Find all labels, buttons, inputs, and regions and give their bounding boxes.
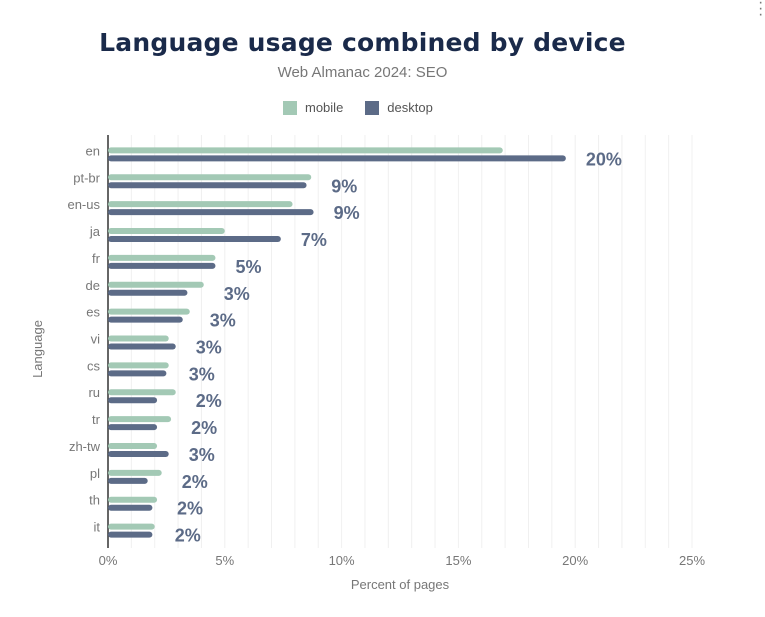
x-tick-label: 15% [445, 553, 471, 568]
category-label: cs [87, 358, 101, 373]
bar-desktop [108, 424, 158, 431]
legend-swatch-desktop [365, 100, 380, 115]
data-label: 9% [331, 176, 357, 196]
bar-mobile [108, 281, 204, 288]
bar-mobile [108, 228, 225, 235]
bar-mobile [108, 416, 172, 423]
bar-desktop [108, 504, 153, 511]
category-label: fr [92, 251, 101, 266]
category-label: tr [92, 412, 101, 427]
x-tick-label: 5% [215, 553, 234, 568]
bar-mobile [108, 335, 169, 342]
data-label: 3% [189, 364, 215, 384]
x-tick-label: 10% [329, 553, 355, 568]
category-label: zh-tw [69, 439, 101, 454]
bar-mobile [108, 308, 190, 315]
data-label: 3% [196, 338, 222, 358]
category-label: pt-br [73, 170, 100, 185]
bar-desktop [108, 397, 158, 404]
data-label: 20% [586, 149, 622, 169]
legend-item-desktop[interactable]: desktop [365, 100, 433, 115]
data-label: 2% [191, 418, 217, 438]
category-label: it [94, 520, 101, 535]
data-label: 5% [235, 257, 261, 277]
category-label: ja [89, 224, 101, 239]
bar-mobile [108, 389, 176, 396]
data-label: 2% [196, 391, 222, 411]
data-label: 3% [210, 311, 236, 331]
bar-mobile [108, 201, 293, 208]
category-label: en-us [67, 197, 100, 212]
bar-desktop [108, 450, 169, 457]
bar-mobile [108, 174, 312, 181]
bar-mobile [108, 469, 162, 476]
kebab-menu-icon[interactable]: · · · [758, 0, 764, 23]
bar-desktop [108, 531, 153, 538]
chart-title: Language usage combined by device [99, 28, 626, 57]
bar-mobile [108, 496, 158, 503]
x-axis-label: Percent of pages [351, 577, 450, 592]
data-label: 2% [175, 526, 201, 546]
legend-item-mobile[interactable]: mobile [283, 100, 343, 115]
category-label: es [86, 305, 100, 320]
category-label: pl [90, 466, 100, 481]
bar-desktop [108, 477, 148, 484]
bar-mobile [108, 147, 503, 154]
bar-desktop [108, 370, 167, 377]
legend-label-desktop: desktop [387, 100, 433, 115]
bar-desktop [108, 262, 216, 269]
bar-desktop [108, 236, 281, 243]
data-label: 2% [182, 472, 208, 492]
category-label: ru [88, 385, 100, 400]
bar-desktop [108, 155, 566, 162]
bar-desktop [108, 289, 188, 296]
chart-subtitle: Web Almanac 2024: SEO [277, 64, 448, 81]
x-tick-label: 25% [679, 553, 705, 568]
bar-mobile [108, 442, 158, 449]
data-label: 3% [224, 284, 250, 304]
category-label: th [89, 493, 100, 508]
bar-mobile [108, 254, 216, 261]
category-label: de [86, 278, 100, 293]
data-label: 3% [189, 445, 215, 465]
x-tick-label: 20% [562, 553, 588, 568]
legend-swatch-mobile [283, 100, 297, 115]
data-label: 7% [301, 230, 327, 250]
bar-desktop [108, 316, 183, 323]
category-label: en [86, 143, 100, 158]
bar-mobile [108, 362, 169, 369]
bar-desktop [108, 343, 176, 350]
data-label: 9% [334, 203, 360, 223]
y-axis-label: Language [30, 320, 45, 378]
data-label: 2% [177, 499, 203, 519]
bar-mobile [108, 523, 155, 530]
x-tick-label: 0% [99, 553, 118, 568]
category-label: vi [91, 332, 101, 347]
legend-label-mobile: mobile [305, 100, 344, 115]
bar-desktop [108, 209, 314, 216]
legend: mobile desktop [283, 100, 433, 115]
bar-desktop [108, 182, 307, 189]
